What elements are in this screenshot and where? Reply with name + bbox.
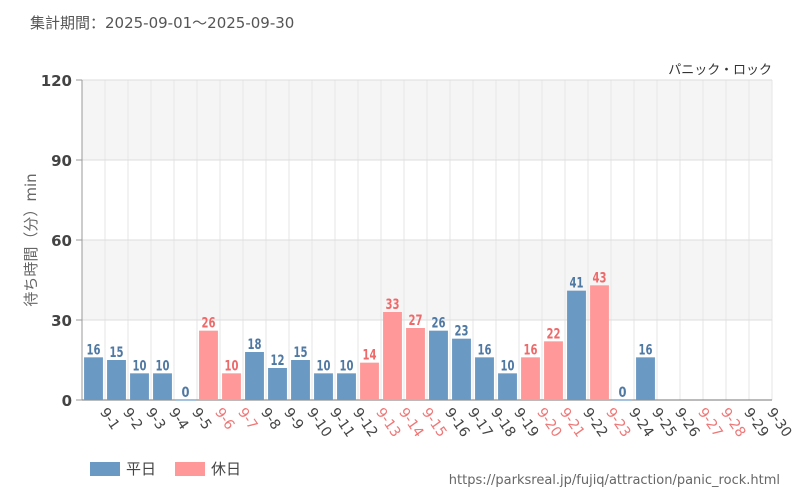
bar-value-label: 10 bbox=[225, 358, 239, 374]
bar bbox=[291, 360, 310, 400]
bar bbox=[199, 330, 218, 400]
bar bbox=[268, 368, 287, 400]
bar-value-label: 16 bbox=[524, 342, 538, 358]
x-tick-label: 9-30 bbox=[763, 405, 794, 440]
x-tick-label: 9-22 bbox=[579, 405, 610, 440]
bar-value-label: 0 bbox=[619, 385, 627, 401]
x-tick-label: 9-20 bbox=[533, 405, 564, 440]
legend-weekday-label: 平日 bbox=[126, 460, 157, 478]
x-tick-label: 9-23 bbox=[602, 405, 633, 440]
x-tick-label: 9-13 bbox=[372, 405, 403, 440]
y-tick-label: 90 bbox=[51, 152, 72, 170]
x-tick-label: 9-10 bbox=[303, 405, 334, 440]
bar bbox=[176, 400, 195, 401]
bar bbox=[245, 352, 264, 400]
bar-value-label: 10 bbox=[133, 358, 147, 374]
bar-value-label: 10 bbox=[317, 358, 331, 374]
x-tick-label: 9-11 bbox=[326, 405, 357, 440]
bar-value-label: 22 bbox=[547, 326, 561, 342]
bar bbox=[406, 328, 425, 400]
bar-value-label: 10 bbox=[156, 358, 170, 374]
x-tick-label: 9-4 bbox=[165, 405, 191, 433]
x-tick-label: 9-26 bbox=[671, 405, 702, 440]
x-tick-label: 9-2 bbox=[119, 405, 145, 433]
bar bbox=[567, 290, 586, 400]
legend-weekday-swatch bbox=[90, 461, 120, 476]
bar-value-label: 23 bbox=[455, 324, 469, 340]
y-tick-label: 0 bbox=[62, 392, 72, 410]
bar bbox=[383, 312, 402, 400]
bar-value-label: 41 bbox=[570, 276, 584, 292]
y-tick-label: 60 bbox=[51, 232, 72, 250]
bar bbox=[153, 373, 172, 400]
y-tick-label: 30 bbox=[51, 312, 72, 330]
bar bbox=[314, 373, 333, 400]
bar-value-label: 16 bbox=[639, 342, 653, 358]
bar bbox=[130, 373, 149, 400]
bar-value-label: 14 bbox=[363, 348, 377, 364]
chart-title: パニック・ロック bbox=[668, 63, 772, 78]
x-tick-label: 9-5 bbox=[188, 405, 214, 433]
bar-value-label: 0 bbox=[182, 385, 190, 401]
legend-holiday-swatch bbox=[175, 461, 205, 476]
x-tick-label: 9-7 bbox=[234, 405, 260, 433]
x-tick-label: 9-24 bbox=[625, 405, 656, 440]
bar bbox=[107, 360, 126, 400]
x-tick-label: 9-29 bbox=[740, 405, 771, 440]
bar-value-label: 43 bbox=[593, 270, 607, 286]
x-tick-label: 9-8 bbox=[257, 405, 283, 433]
bar bbox=[613, 400, 632, 401]
period-text: 集計期間：2025-09-01〜2025-09-30 bbox=[30, 14, 295, 32]
source-url: https://parksreal.jp/fujiq/attraction/pa… bbox=[448, 473, 780, 488]
bar-value-label: 27 bbox=[409, 313, 423, 329]
bar bbox=[360, 362, 379, 400]
bar bbox=[475, 357, 494, 400]
legend-holiday-label: 休日 bbox=[211, 460, 242, 478]
x-tick-label: 9-16 bbox=[441, 405, 472, 440]
bar-value-label: 26 bbox=[202, 316, 216, 332]
bar bbox=[590, 285, 609, 400]
bar bbox=[452, 338, 471, 400]
x-tick-label: 9-6 bbox=[211, 405, 237, 433]
x-tick-label: 9-9 bbox=[280, 405, 306, 433]
x-tick-label: 9-28 bbox=[717, 405, 748, 440]
bar-value-label: 10 bbox=[340, 358, 354, 374]
x-tick-label: 9-18 bbox=[487, 405, 518, 440]
bar bbox=[498, 373, 517, 400]
bar bbox=[337, 373, 356, 400]
bar bbox=[429, 330, 448, 400]
x-tick-label: 9-1 bbox=[96, 405, 122, 433]
bar-value-label: 26 bbox=[432, 316, 446, 332]
x-tick-label: 9-12 bbox=[349, 405, 380, 440]
x-tick-label: 9-19 bbox=[510, 405, 541, 440]
x-tick-label: 9-3 bbox=[142, 405, 168, 433]
y-axis-label: 待ち時間（分）min bbox=[22, 173, 40, 306]
bar-value-label: 18 bbox=[248, 337, 262, 353]
x-tick-label: 9-25 bbox=[648, 405, 679, 440]
bar-value-label: 10 bbox=[501, 358, 515, 374]
bar-value-label: 16 bbox=[87, 342, 101, 358]
bar bbox=[544, 341, 563, 400]
bar-value-label: 15 bbox=[110, 345, 124, 361]
bar-value-label: 15 bbox=[294, 345, 308, 361]
bar bbox=[521, 357, 540, 400]
y-tick-label: 120 bbox=[41, 72, 72, 90]
x-tick-label: 9-27 bbox=[694, 405, 725, 440]
bar bbox=[222, 373, 241, 400]
x-tick-label: 9-21 bbox=[556, 405, 587, 440]
bar bbox=[636, 357, 655, 400]
x-tick-label: 9-14 bbox=[395, 405, 426, 440]
bar-value-label: 16 bbox=[478, 342, 492, 358]
legend-weekday: 平日 bbox=[90, 458, 156, 479]
x-tick-label: 9-15 bbox=[418, 405, 449, 440]
legend-holiday: 休日 bbox=[175, 458, 241, 479]
x-tick-label: 9-17 bbox=[464, 405, 495, 440]
bar-value-label: 33 bbox=[386, 297, 400, 313]
bar-value-label: 12 bbox=[271, 353, 285, 369]
bar bbox=[84, 357, 103, 400]
